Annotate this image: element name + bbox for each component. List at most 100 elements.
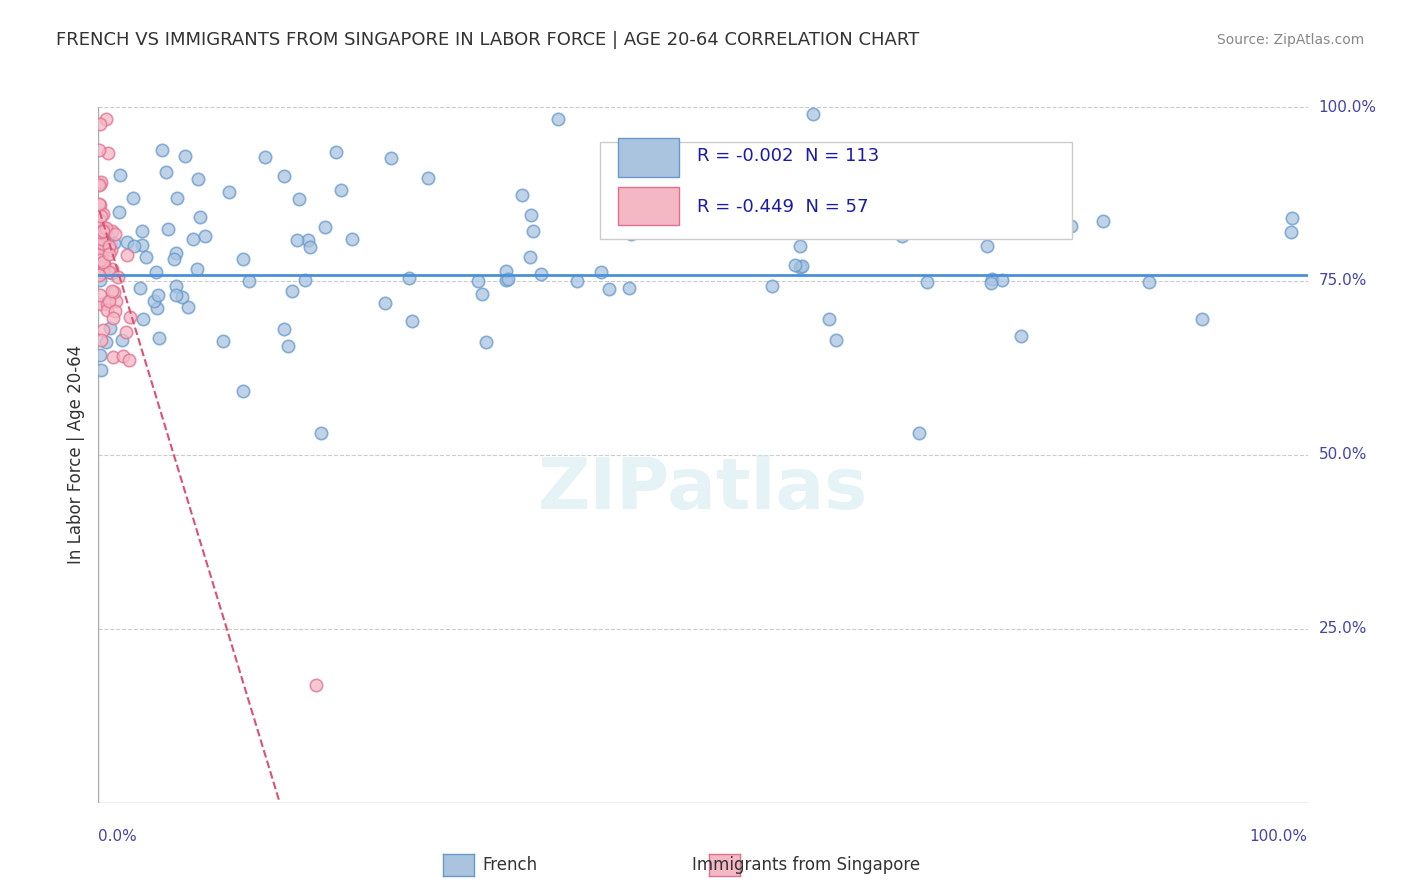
Point — [97, 230, 120, 244]
Point — [87, 196, 110, 211]
Point — [145, 265, 167, 279]
Point — [101, 310, 124, 325]
Point — [990, 273, 1012, 287]
Point — [100, 266, 122, 280]
Point — [87, 252, 110, 267]
Point — [105, 293, 128, 308]
Point — [976, 239, 998, 253]
Bar — [619, 187, 679, 226]
Point — [1092, 214, 1115, 228]
Point — [188, 210, 211, 224]
Point — [89, 253, 111, 268]
Point — [108, 168, 131, 182]
Point — [273, 169, 295, 183]
Point — [146, 287, 169, 301]
Point — [96, 112, 118, 127]
Point — [96, 297, 118, 311]
Point — [96, 302, 118, 317]
Point — [91, 207, 114, 221]
Point — [89, 221, 111, 235]
Point — [598, 282, 620, 296]
Point — [495, 264, 517, 278]
Point — [91, 231, 114, 245]
Point — [187, 171, 209, 186]
Point — [305, 677, 328, 691]
Point — [135, 250, 157, 264]
Point — [115, 235, 138, 249]
Point — [122, 239, 145, 253]
Point — [87, 213, 110, 227]
Point — [165, 287, 187, 301]
Point — [297, 233, 319, 247]
Text: Source: ZipAtlas.com: Source: ZipAtlas.com — [1216, 33, 1364, 47]
Point — [783, 258, 806, 272]
Point — [801, 106, 824, 120]
Point — [90, 333, 112, 347]
Point — [91, 254, 114, 268]
Point — [943, 217, 966, 231]
Point — [91, 224, 114, 238]
Point — [131, 238, 153, 252]
Point — [163, 252, 186, 266]
Point — [90, 175, 112, 189]
Point — [522, 224, 544, 238]
Point — [90, 297, 112, 311]
Point — [418, 170, 440, 185]
Point — [186, 262, 208, 277]
Point — [789, 260, 811, 275]
Point — [181, 232, 204, 246]
Point — [620, 227, 643, 241]
Point — [107, 269, 129, 284]
Point — [495, 273, 517, 287]
Point — [232, 384, 254, 398]
Point — [97, 294, 120, 309]
Point — [90, 363, 112, 377]
Point — [89, 288, 111, 302]
Point — [471, 286, 494, 301]
Point — [166, 191, 188, 205]
Point — [132, 311, 155, 326]
Text: French: French — [482, 856, 537, 874]
Point — [101, 284, 124, 298]
Text: R = -0.449  N = 57: R = -0.449 N = 57 — [697, 197, 869, 216]
Point — [1279, 225, 1302, 239]
Point — [94, 220, 117, 235]
Point — [91, 237, 114, 252]
FancyBboxPatch shape — [600, 142, 1071, 239]
Point — [942, 180, 965, 194]
Point — [98, 320, 121, 334]
Point — [401, 314, 423, 328]
Point — [101, 261, 124, 276]
Point — [211, 334, 233, 349]
Point — [97, 247, 120, 261]
Point — [93, 256, 115, 270]
Point — [90, 255, 112, 269]
Text: Immigrants from Singapore: Immigrants from Singapore — [692, 856, 920, 874]
Point — [398, 270, 420, 285]
Point — [340, 232, 363, 246]
Point — [93, 235, 115, 249]
Point — [118, 310, 141, 325]
Point — [129, 280, 152, 294]
Point — [299, 240, 322, 254]
Text: 50.0%: 50.0% — [1319, 448, 1367, 462]
Point — [238, 274, 260, 288]
Point — [155, 165, 177, 179]
Point — [948, 159, 970, 173]
Point — [530, 267, 553, 281]
Point — [89, 143, 111, 157]
Point — [94, 224, 117, 238]
Point — [87, 223, 110, 237]
Point — [817, 312, 839, 326]
Point — [91, 323, 114, 337]
Point — [510, 188, 533, 202]
Text: R = -0.002  N = 113: R = -0.002 N = 113 — [697, 147, 879, 165]
Point — [1004, 203, 1026, 218]
Point — [93, 235, 115, 249]
Text: 0.0%: 0.0% — [98, 830, 138, 844]
Point — [89, 117, 111, 131]
Point — [100, 243, 122, 257]
Point — [747, 200, 769, 214]
Point — [157, 221, 180, 235]
Point — [170, 290, 193, 304]
